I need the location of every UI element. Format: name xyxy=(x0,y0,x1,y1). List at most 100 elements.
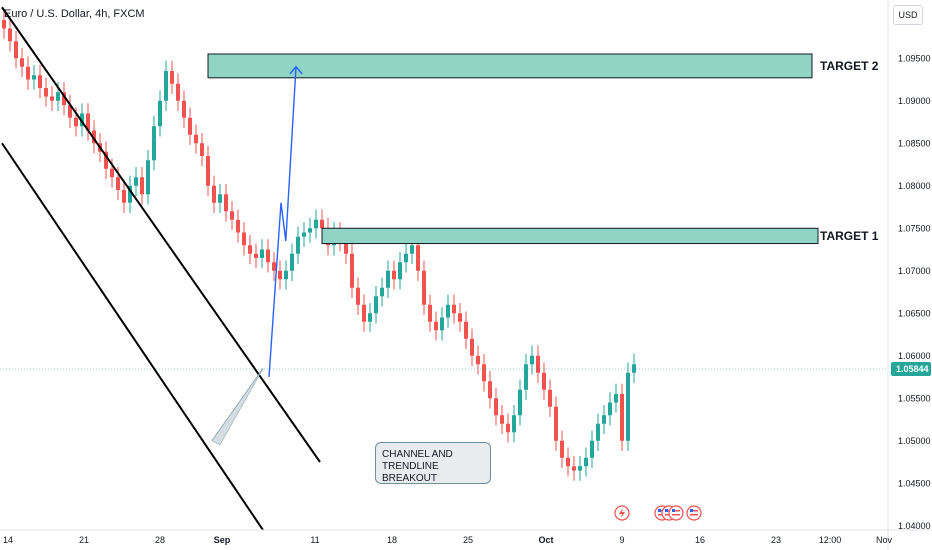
candle-body xyxy=(488,381,492,399)
candle-body xyxy=(284,270,288,280)
candle-body xyxy=(602,415,606,424)
candle-body xyxy=(134,177,138,186)
candle-body xyxy=(272,262,276,271)
candle-body xyxy=(104,151,108,169)
candle-body xyxy=(194,134,198,144)
candle-body xyxy=(572,466,576,471)
candle-body xyxy=(608,402,612,416)
candle-body xyxy=(266,249,270,263)
candle-body xyxy=(296,236,300,254)
candle-body xyxy=(620,394,624,441)
candle-body xyxy=(308,228,312,233)
event-icons[interactable] xyxy=(614,505,702,521)
price-tick-label: 1.06000 xyxy=(898,351,931,361)
candle-body xyxy=(314,219,318,229)
currency-button[interactable]: USD xyxy=(893,5,923,25)
candle-body xyxy=(182,100,186,118)
candle-body xyxy=(170,71,174,84)
candle-body xyxy=(578,466,582,471)
projection-path xyxy=(268,66,297,378)
candle-body xyxy=(482,364,486,382)
flag-stripe xyxy=(690,514,698,516)
candle-body xyxy=(212,185,216,203)
candle-body xyxy=(434,321,438,331)
candle-body xyxy=(68,105,72,118)
candles-layer xyxy=(2,9,636,481)
time-tick-label: 28 xyxy=(155,535,165,545)
candle-body xyxy=(476,355,480,365)
candle-body xyxy=(56,92,60,101)
symbol-title[interactable]: Euro / U.S. Dollar, 4h, FXCM xyxy=(4,8,145,20)
candle-body xyxy=(158,100,162,127)
candle-body xyxy=(422,270,426,305)
target1-zone xyxy=(321,227,819,245)
candle-body xyxy=(584,457,588,467)
candle-body xyxy=(554,406,558,441)
candle-body xyxy=(446,304,450,318)
time-tick-label: Sep xyxy=(214,535,231,545)
flag-stripe xyxy=(672,510,680,512)
candle-body xyxy=(374,296,378,314)
price-tick-label: 1.05500 xyxy=(898,393,931,403)
time-tick-label: 16 xyxy=(695,535,705,545)
candle-body xyxy=(2,20,6,29)
candle-body xyxy=(590,440,594,458)
candle-body xyxy=(350,253,354,288)
time-tick-label: 23 xyxy=(771,535,781,545)
candle-body xyxy=(410,245,414,254)
breakout-callout: CHANNEL AND TRENDLINE BREAKOUT xyxy=(375,442,491,484)
candle-body xyxy=(290,253,294,271)
candle-body xyxy=(398,262,402,280)
price-tick-label: 1.09000 xyxy=(898,96,931,106)
candle-body xyxy=(356,287,360,305)
candle-body xyxy=(386,270,390,288)
candle-body xyxy=(542,372,546,390)
candle-body xyxy=(122,190,126,203)
candle-body xyxy=(8,28,12,42)
candle-body xyxy=(536,355,540,373)
candle-body xyxy=(530,355,534,365)
price-axis: 1.09500 1.09000 1.08500 1.08000 1.07500 1.070… xyxy=(887,0,931,550)
candle-body xyxy=(452,304,456,314)
candle-body xyxy=(140,177,144,195)
flag-canton xyxy=(690,509,693,512)
overlays-layer: TARGET 2 TARGET 1 xyxy=(0,6,888,531)
price-tick-label: 1.08500 xyxy=(898,138,931,148)
candle-body xyxy=(506,423,510,433)
candle-body xyxy=(596,423,600,441)
time-tick-label: 25 xyxy=(463,535,473,545)
candle-body xyxy=(548,389,552,407)
candle-body xyxy=(20,58,24,67)
candle-body xyxy=(278,270,282,280)
candle-body xyxy=(128,185,132,203)
candle-body xyxy=(26,66,30,80)
candle-body xyxy=(566,457,570,467)
candle-body xyxy=(38,75,42,88)
time-tick-label: 11 xyxy=(310,535,319,545)
price-tick-label: 1.07500 xyxy=(898,223,931,233)
candle-body xyxy=(86,113,90,131)
flag-canton xyxy=(672,509,675,512)
candle-body xyxy=(458,313,462,322)
candle-body xyxy=(146,160,150,195)
last-price-tag xyxy=(891,362,931,377)
candle-body xyxy=(50,96,54,101)
candle-body xyxy=(164,71,168,101)
last-price-label: 1.05844 xyxy=(896,364,929,374)
candle-body xyxy=(344,241,348,254)
time-tick-label: Oct xyxy=(538,535,553,545)
time-axis: 14 21 28 Sep 11 18 25 Oct 9 16 23 12:00 Nov xyxy=(0,529,932,545)
candle-body xyxy=(404,253,408,263)
time-tick-label: 18 xyxy=(387,535,397,545)
callout-pointer xyxy=(211,368,264,446)
candle-body xyxy=(152,126,156,161)
price-tick-label: 1.09500 xyxy=(898,53,931,63)
price-tick-label: 1.04500 xyxy=(898,478,931,488)
lightning-glyph xyxy=(619,508,625,518)
candle-body xyxy=(92,130,96,144)
channel-upper-line xyxy=(1,6,321,463)
candle-body xyxy=(518,389,522,416)
target2-zone xyxy=(207,53,813,79)
time-tick-label: 21 xyxy=(79,535,89,545)
